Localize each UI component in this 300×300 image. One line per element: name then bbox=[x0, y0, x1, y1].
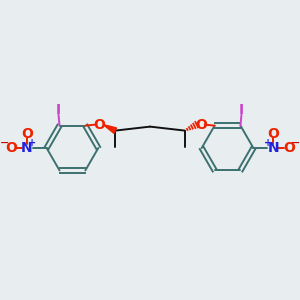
Text: O: O bbox=[21, 127, 33, 141]
Text: O: O bbox=[195, 118, 207, 132]
Text: I: I bbox=[56, 103, 61, 117]
Polygon shape bbox=[103, 124, 116, 133]
Text: O: O bbox=[93, 118, 105, 132]
Text: +: + bbox=[28, 138, 36, 148]
Text: N: N bbox=[21, 141, 32, 155]
Text: O: O bbox=[5, 141, 17, 155]
Text: O: O bbox=[283, 141, 295, 155]
Text: −: − bbox=[0, 138, 10, 148]
Text: O: O bbox=[267, 127, 279, 141]
Text: −: − bbox=[290, 138, 300, 148]
Text: I: I bbox=[239, 103, 244, 117]
Text: +: + bbox=[264, 138, 272, 148]
Text: N: N bbox=[268, 141, 279, 155]
